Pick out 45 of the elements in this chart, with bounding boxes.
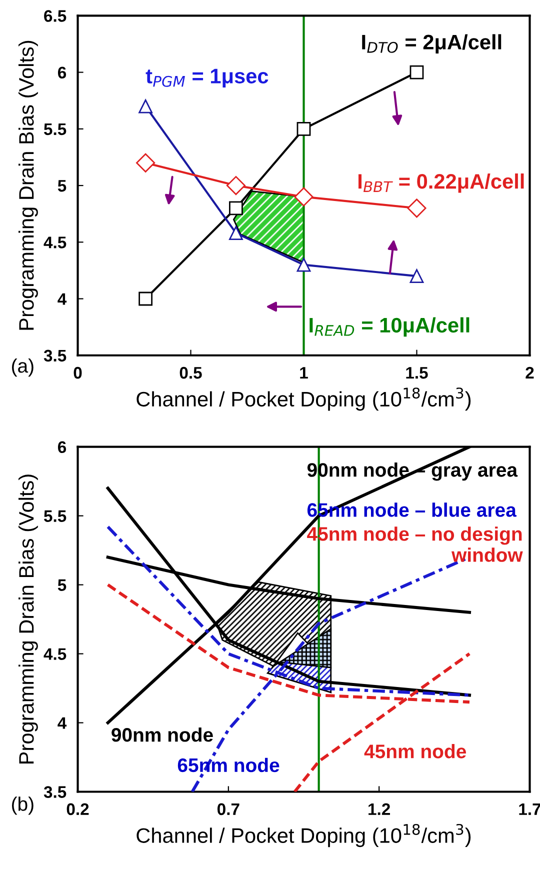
y-tick-label: 4.5 [44, 648, 66, 660]
y-tick-label: 3.5 [44, 350, 66, 362]
annotation: I$_{READ}$ = 10μA/cell [310, 317, 470, 337]
x-axis-title: Channel / Pocket Doping (10$^{18}$/cm$^{3}$) [136, 824, 471, 848]
y-tick-label: 5 [58, 579, 66, 591]
point [229, 201, 243, 216]
x-tick-label: 0.5 [180, 366, 202, 379]
x-tick-label: 0.7 [217, 803, 240, 816]
y-tick-label: 6 [58, 441, 66, 454]
point [410, 65, 424, 80]
point [138, 292, 152, 306]
point [136, 153, 156, 172]
point [296, 258, 311, 272]
annotation: 90nm node [112, 727, 213, 742]
x-tick-label: 1.2 [368, 803, 390, 815]
text: (a) [12, 358, 34, 377]
y-tick-label: 6.5 [44, 10, 66, 22]
x-tick-label: 0.2 [66, 803, 89, 816]
point [407, 198, 426, 218]
point [229, 226, 243, 240]
y-axis-title: Programming Drain Bias (Volts) [18, 474, 38, 764]
y-axis-title: Programming Drain Bias (Volts) [18, 40, 38, 330]
y-tick-label: 6 [58, 66, 66, 78]
y-tick-label: 4 [58, 293, 67, 305]
y-tick-label: 4.5 [44, 236, 66, 248]
annotation: 45nm node [364, 744, 466, 758]
point [294, 187, 314, 206]
x-axis-title: Channel / Pocket Doping (10$^{18}$/cm$^{3}$) [136, 388, 471, 411]
series-label: t$_{PGM}$ = 1μsec [146, 68, 268, 88]
x-tick-label: 1.5 [406, 367, 428, 379]
y-tick-label: 3.5 [44, 786, 66, 798]
point [226, 176, 246, 196]
y-tick-label: 5.5 [44, 510, 66, 522]
x-tick-label: 2 [526, 366, 534, 379]
y-tick-label: 4 [58, 717, 67, 729]
y-tick-label: 5 [58, 180, 66, 192]
x-tick-label: 1 [300, 367, 308, 379]
point [410, 269, 424, 284]
text: (b) [12, 796, 34, 815]
series-label: I$_{DTO}$ = 2μA/cell [362, 34, 502, 54]
point [296, 122, 311, 136]
point [138, 99, 152, 114]
series-label: I$_{BBT}$ = 0.22μA/cell [358, 173, 524, 193]
y-tick-label: 5.5 [44, 123, 66, 136]
x-tick-label: 0 [74, 366, 82, 379]
